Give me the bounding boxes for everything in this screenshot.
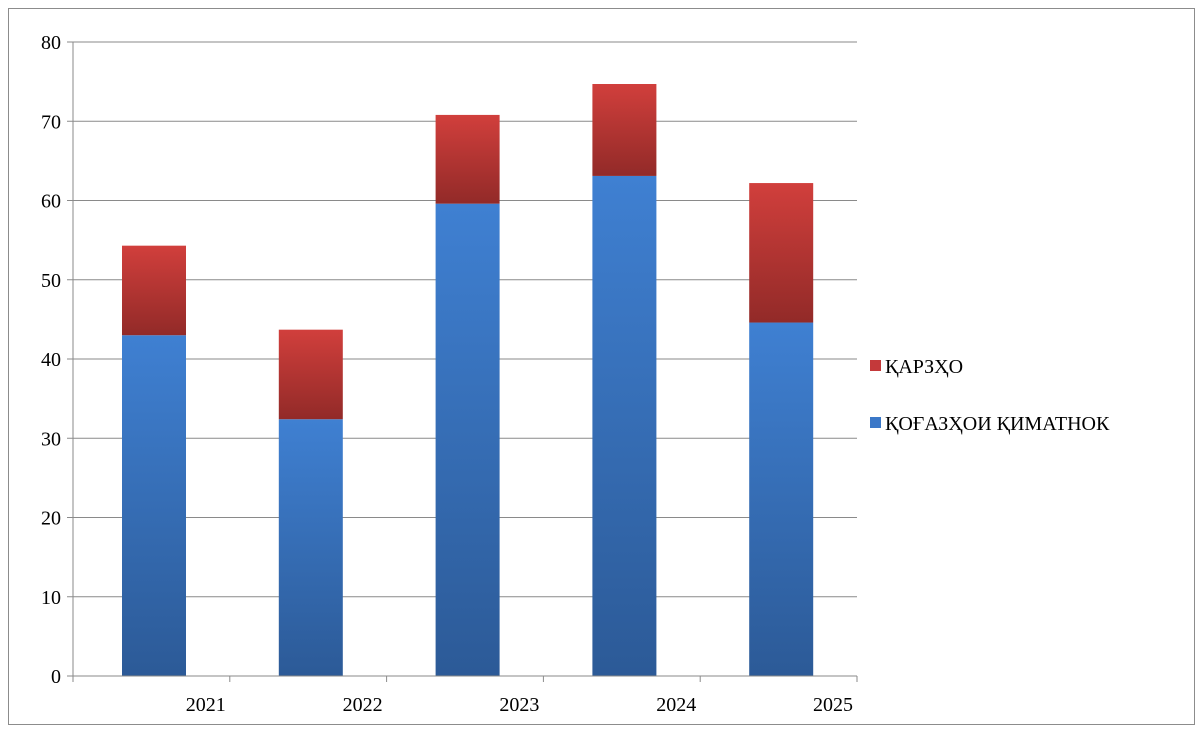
legend: ҚАРЗҲО ҚОҒАЗҲОИ ҚИМАТНОК	[870, 356, 1110, 435]
x-tick-label: 2022	[343, 694, 383, 716]
axes: 0 10 20 30 40 50 60 70 80 2021 2022 2023 2024 2025	[41, 32, 858, 716]
bar-segment-debts	[122, 245, 186, 336]
y-tick-label: 10	[41, 587, 61, 609]
y-tick-label: 20	[41, 508, 61, 530]
bar-segment-debts	[278, 329, 343, 420]
y-tick-label: 70	[41, 111, 61, 133]
bar-segment-debts	[435, 114, 500, 204]
x-tick-label: 2023	[499, 694, 539, 716]
bar-segment-securities	[122, 335, 186, 676]
y-tick-label: 80	[41, 32, 61, 54]
x-tick-label: 2024	[656, 694, 696, 716]
y-tick-label: 0	[51, 666, 61, 688]
bar-segment-debts	[592, 84, 657, 176]
y-tick-label: 60	[41, 191, 61, 213]
x-tick-label: 2025	[813, 694, 853, 716]
y-tick-label: 30	[41, 428, 61, 450]
legend-item-securities-swatch	[870, 417, 881, 428]
bars	[122, 84, 814, 677]
x-tick-label: 2021	[186, 694, 226, 716]
legend-item-debts-label: ҚАРЗҲО	[885, 356, 963, 378]
bar-segment-debts	[749, 183, 814, 323]
bar-segment-securities	[749, 322, 814, 676]
legend-item-debts-swatch	[870, 360, 881, 371]
bar-segment-securities	[278, 419, 343, 676]
bar-segment-securities	[592, 175, 657, 676]
legend-item-securities-label: ҚОҒАЗҲОИ ҚИМАТНОК	[885, 413, 1110, 435]
bar-segment-securities	[435, 203, 500, 677]
y-tick-label: 40	[41, 349, 61, 371]
y-tick-label: 50	[41, 270, 61, 292]
